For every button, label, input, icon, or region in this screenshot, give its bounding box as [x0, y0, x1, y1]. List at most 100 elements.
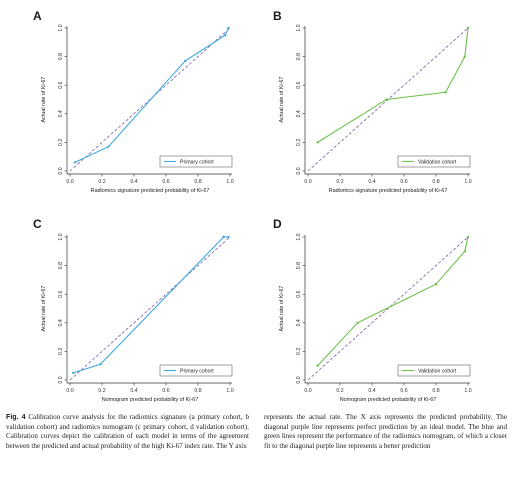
- x-tick-label: 0.2: [336, 388, 343, 394]
- x-tick-label: 0.2: [98, 179, 105, 185]
- x-tick-label: 0.4: [368, 179, 375, 185]
- y-axis-label: Actual rate of Ki-67: [279, 286, 285, 332]
- figure-caption-right: represents the actual rate. The X axis r…: [264, 413, 507, 451]
- data-point: [466, 26, 470, 30]
- x-axis-label: Radiomics signature predicted probabilit…: [91, 188, 210, 194]
- x-tick-label: 1.0: [226, 388, 233, 394]
- caption-text-left: Calibration curve analysis for the radio…: [6, 413, 249, 450]
- data-point: [72, 371, 75, 375]
- x-tick-label: 0.8: [194, 388, 201, 394]
- figure-label: Fig. 4: [6, 413, 26, 421]
- reference-diagonal-line: [69, 236, 231, 381]
- series-line: [73, 236, 229, 374]
- legend-box: [397, 155, 471, 168]
- legend-entry: Validation cohort: [418, 368, 457, 374]
- data-point: [463, 55, 466, 58]
- legend-box: [159, 364, 233, 377]
- y-axis-label: Actual rate of Ki-67: [279, 77, 285, 123]
- legend-entry: Primary cohort: [180, 159, 214, 165]
- data-point: [385, 98, 388, 101]
- x-tick-label: 0.4: [130, 179, 137, 185]
- chart-panel-d: D 0.0 0.2 0.4 0.6 0.8 1.0 0.0 0.2 0.4 0.6 0.8 1.0 Nom…: [273, 217, 472, 403]
- y-tick-label: 0.4: [58, 319, 64, 326]
- x-tick-label: 0.0: [304, 388, 311, 394]
- data-point: [227, 235, 230, 239]
- x-tick-label: 1.0: [226, 179, 233, 185]
- y-tick-label: 0.6: [296, 81, 302, 88]
- y-tick-label: 1.0: [296, 24, 302, 31]
- x-tick-label: 0.2: [336, 179, 343, 185]
- legend-entry: Validation cohort: [418, 159, 457, 165]
- chart-panel-b: B 0.0 0.2 0.4 0.6 0.8 1.0 0.0 0.2 0.4 0.6 0.8 1.0 Rad…: [273, 9, 472, 194]
- chart-panel-c: C 0.0 0.2 0.4 0.6 0.8 1.0 0.0 0.2 0.4 0.6 0.8 1.0 Nom…: [33, 217, 234, 403]
- series-line: [317, 236, 469, 367]
- data-point: [224, 33, 227, 37]
- panel-label: C: [33, 217, 42, 231]
- legend-box: [159, 155, 233, 168]
- y-tick-label: 0.6: [58, 81, 64, 88]
- x-axis-label: Nomogram predicted probability of Ki-67: [102, 397, 198, 403]
- data-point: [356, 321, 359, 324]
- legend-entry: Primary cohort: [180, 368, 214, 374]
- y-tick-label: 1.0: [296, 233, 302, 240]
- panel-label: B: [273, 9, 282, 23]
- x-tick-label: 1.0: [464, 179, 471, 185]
- data-point: [316, 364, 319, 367]
- y-tick-label: 0.8: [296, 262, 302, 269]
- data-point: [222, 235, 225, 239]
- x-tick-label: 0.2: [98, 388, 105, 394]
- data-point: [227, 26, 230, 30]
- panel-label: A: [33, 9, 42, 23]
- x-tick-label: 0.6: [400, 179, 407, 185]
- x-tick-label: 0.8: [194, 179, 201, 185]
- y-tick-label: 0.4: [296, 110, 302, 117]
- y-tick-label: 1.0: [58, 233, 64, 240]
- data-point: [316, 141, 319, 144]
- y-tick-label: 0.8: [58, 262, 64, 269]
- x-tick-label: 0.0: [66, 179, 73, 185]
- x-tick-label: 0.4: [130, 388, 137, 394]
- x-tick-label: 0.4: [368, 388, 375, 394]
- x-tick-label: 0.8: [432, 179, 439, 185]
- x-tick-label: 0.6: [162, 388, 169, 394]
- x-tick-label: 0.0: [66, 388, 73, 394]
- data-point: [463, 250, 466, 253]
- data-point: [466, 235, 470, 239]
- x-tick-label: 0.6: [162, 179, 169, 185]
- x-tick-label: 0.8: [432, 388, 439, 394]
- figure-caption-left: Fig. 4 Calibration curve analysis for th…: [6, 413, 249, 451]
- y-axis-label: Actual rate of Ki-67: [41, 286, 47, 332]
- calibration-figure: A 0.0 0.2 0.4 0.6 0.8 1.0 0.0 0.2 0.4 0.6 0.8 1.0 Rad…: [33, 9, 472, 403]
- x-axis-label: Radiomics signature predicted probabilit…: [329, 188, 448, 194]
- y-tick-label: 0.2: [296, 139, 302, 146]
- x-axis-label: Nomogram predicted probability of Ki-67: [340, 397, 436, 403]
- y-tick-label: 0.0: [58, 167, 64, 174]
- y-tick-label: 0.8: [58, 53, 64, 60]
- caption-text-right: represents the actual rate. The X axis r…: [264, 413, 507, 450]
- y-tick-label: 0.2: [296, 348, 302, 355]
- chart-panel-a: A 0.0 0.2 0.4 0.6 0.8 1.0 0.0 0.2 0.4 0.6 0.8 1.0 Rad…: [33, 9, 234, 194]
- y-tick-label: 0.0: [296, 167, 302, 174]
- y-tick-label: 0.0: [58, 376, 64, 383]
- y-tick-label: 0.4: [58, 110, 64, 117]
- y-tick-label: 0.2: [58, 139, 64, 146]
- series-line: [317, 27, 469, 143]
- y-tick-label: 0.8: [296, 53, 302, 60]
- data-point: [434, 282, 438, 286]
- data-point: [73, 161, 77, 164]
- data-point: [184, 59, 187, 63]
- y-tick-label: 0.6: [58, 290, 64, 297]
- x-tick-label: 1.0: [464, 388, 471, 394]
- y-tick-label: 0.4: [296, 319, 302, 326]
- data-point: [99, 363, 102, 366]
- y-tick-label: 0.2: [58, 348, 64, 355]
- panel-label: D: [273, 217, 282, 231]
- data-point: [107, 145, 110, 148]
- y-tick-label: 1.0: [58, 24, 64, 31]
- y-axis-label: Actual rate of Ki-67: [41, 77, 47, 123]
- reference-diagonal-line: [307, 236, 469, 381]
- y-tick-label: 0.6: [296, 290, 302, 297]
- x-tick-label: 0.6: [400, 388, 407, 394]
- legend-box: [397, 364, 471, 377]
- data-point: [444, 91, 447, 94]
